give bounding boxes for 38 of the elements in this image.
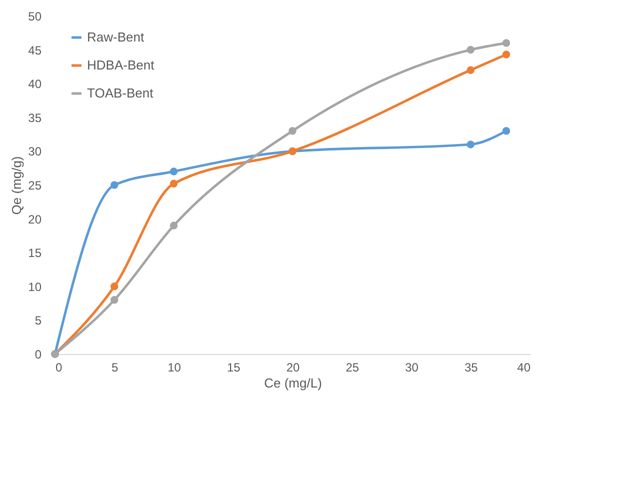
- y-tick-label: 50: [28, 10, 42, 24]
- x-tick-label: 20: [286, 360, 300, 374]
- legend-label: HDBA-Bent: [87, 58, 155, 72]
- x-tick-label: 30: [405, 360, 419, 374]
- point: [466, 66, 474, 74]
- point: [110, 181, 118, 189]
- x-tick-label: 35: [464, 360, 478, 374]
- x-axis-title: Ce (mg/L): [264, 376, 322, 390]
- point: [170, 222, 178, 230]
- point: [466, 140, 474, 148]
- y-tick-label: 5: [34, 314, 42, 328]
- y-tick-label: 20: [28, 212, 42, 226]
- y-tick-label: 45: [28, 43, 42, 58]
- x-tick-label: 25: [346, 360, 360, 374]
- point: [110, 296, 118, 304]
- x-tick-label: 0: [56, 360, 62, 374]
- point: [288, 127, 296, 135]
- legend-label: TOAB-Bent: [87, 86, 154, 100]
- point: [170, 180, 178, 188]
- point: [502, 127, 510, 135]
- y-tick-label: 35: [28, 110, 42, 125]
- y-tick-label: 25: [28, 178, 42, 192]
- y-axis-title: Qe (mg/g): [9, 156, 24, 215]
- point: [466, 46, 474, 54]
- legend-label: Raw-Bent: [87, 30, 144, 44]
- point: [110, 282, 118, 290]
- point: [502, 39, 510, 47]
- y-tick-label: 15: [28, 246, 42, 260]
- point: [170, 168, 178, 176]
- y-tick-label: 30: [28, 144, 42, 159]
- point: [502, 50, 510, 58]
- x-tick-label: 15: [226, 360, 241, 374]
- y-tick-label: 40: [28, 77, 42, 92]
- x-tick-label: 40: [517, 360, 531, 374]
- y-tick-label: 0: [34, 348, 42, 362]
- x-tick-label: 10: [168, 360, 182, 374]
- y-tick-label: 10: [28, 280, 42, 294]
- x-tick-label: 5: [112, 360, 119, 374]
